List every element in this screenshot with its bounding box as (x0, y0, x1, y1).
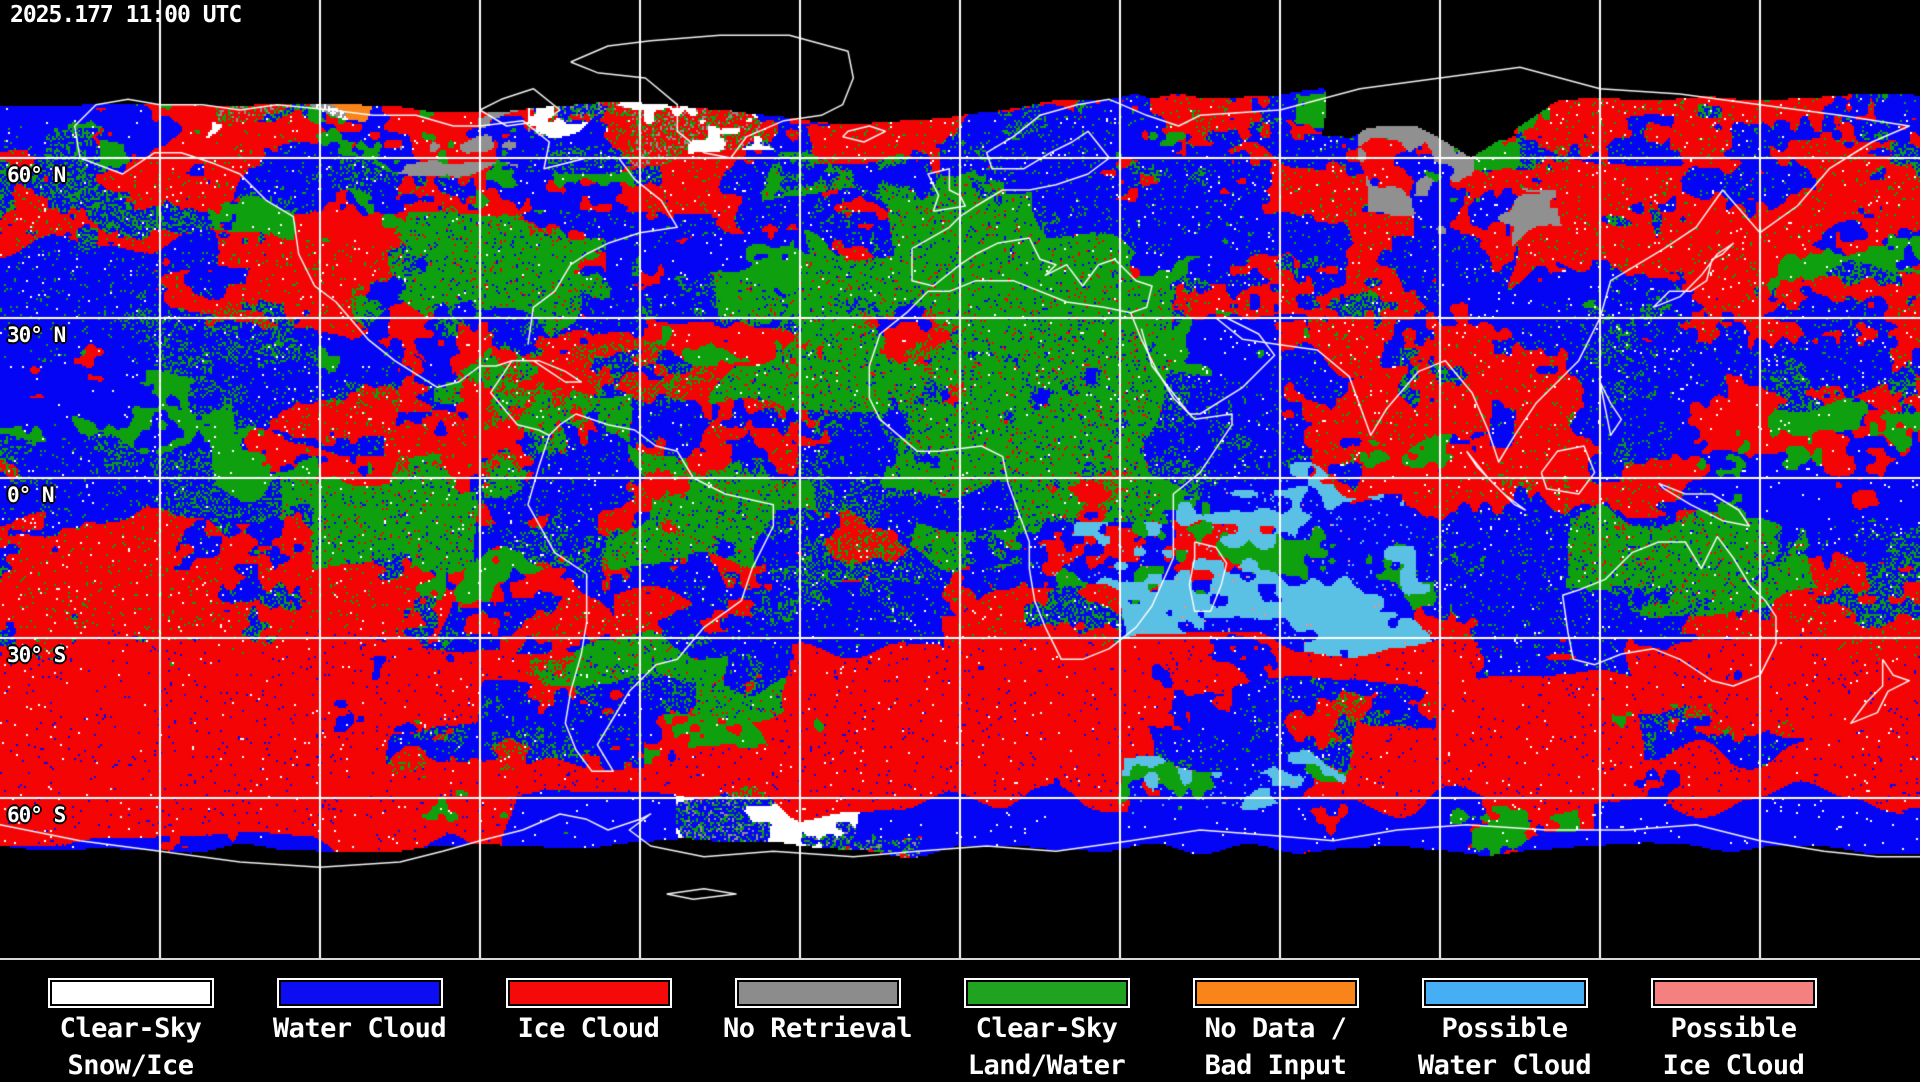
legend-label: Ice Cloud (517, 1013, 660, 1044)
legend-label: Water Cloud (1417, 1050, 1592, 1081)
no-data-bad-input-swatch (1192, 978, 1359, 1008)
latitude-label-60n: 60° N (7, 163, 66, 187)
legend-item-water-cloud: Water Cloud (245, 978, 474, 1050)
legend-label: Bad Input (1204, 1050, 1347, 1081)
legend-label: Possible (1441, 1013, 1568, 1044)
legend: Clear-Sky Snow/Ice Water Cloud Ice Cloud… (0, 960, 1920, 1082)
legend-item-no-data-bad-input: No Data / Bad Input (1161, 978, 1390, 1082)
cloud-mask-map-canvas (0, 0, 1920, 958)
legend-label: Possible (1670, 1013, 1797, 1044)
possible-water-cloud-swatch (1421, 978, 1588, 1008)
legend-label: Land/Water (967, 1050, 1126, 1081)
timestamp: 2025.177 11:00 UTC (10, 2, 242, 28)
legend-item-clear-sky-snow-ice: Clear-Sky Snow/Ice (16, 978, 245, 1082)
legend-item-possible-ice-cloud: Possible Ice Cloud (1619, 978, 1848, 1082)
legend-label: No Data / (1204, 1013, 1347, 1044)
legend-item-clear-sky-land-water: Clear-Sky Land/Water (932, 978, 1161, 1082)
latitude-label-30s: 30° S (7, 643, 66, 667)
legend-label: Water Cloud (272, 1013, 447, 1044)
latitude-label-0n: 0° N (7, 483, 55, 507)
legend-label: Clear-Sky (975, 1013, 1118, 1044)
legend-label: Snow/Ice (67, 1050, 194, 1081)
legend-label: Clear-Sky (59, 1013, 202, 1044)
clear-sky-land-water-swatch (963, 978, 1130, 1008)
legend-item-possible-water-cloud: Possible Water Cloud (1390, 978, 1619, 1082)
cloud-mask-map-region: 2025.177 11:00 UTC 60° N 30° N 0° N 30° … (0, 0, 1920, 960)
latitude-label-60s: 60° S (7, 803, 66, 827)
clear-sky-snow-ice-swatch (47, 978, 214, 1008)
no-retrieval-swatch (734, 978, 901, 1008)
possible-ice-cloud-swatch (1650, 978, 1817, 1008)
legend-item-no-retrieval: No Retrieval (703, 978, 932, 1050)
legend-label: Ice Cloud (1662, 1050, 1805, 1081)
ice-cloud-swatch (505, 978, 672, 1008)
legend-label: No Retrieval (722, 1013, 913, 1044)
latitude-label-30n: 30° N (7, 323, 66, 347)
legend-item-ice-cloud: Ice Cloud (474, 978, 703, 1050)
water-cloud-swatch (276, 978, 443, 1008)
